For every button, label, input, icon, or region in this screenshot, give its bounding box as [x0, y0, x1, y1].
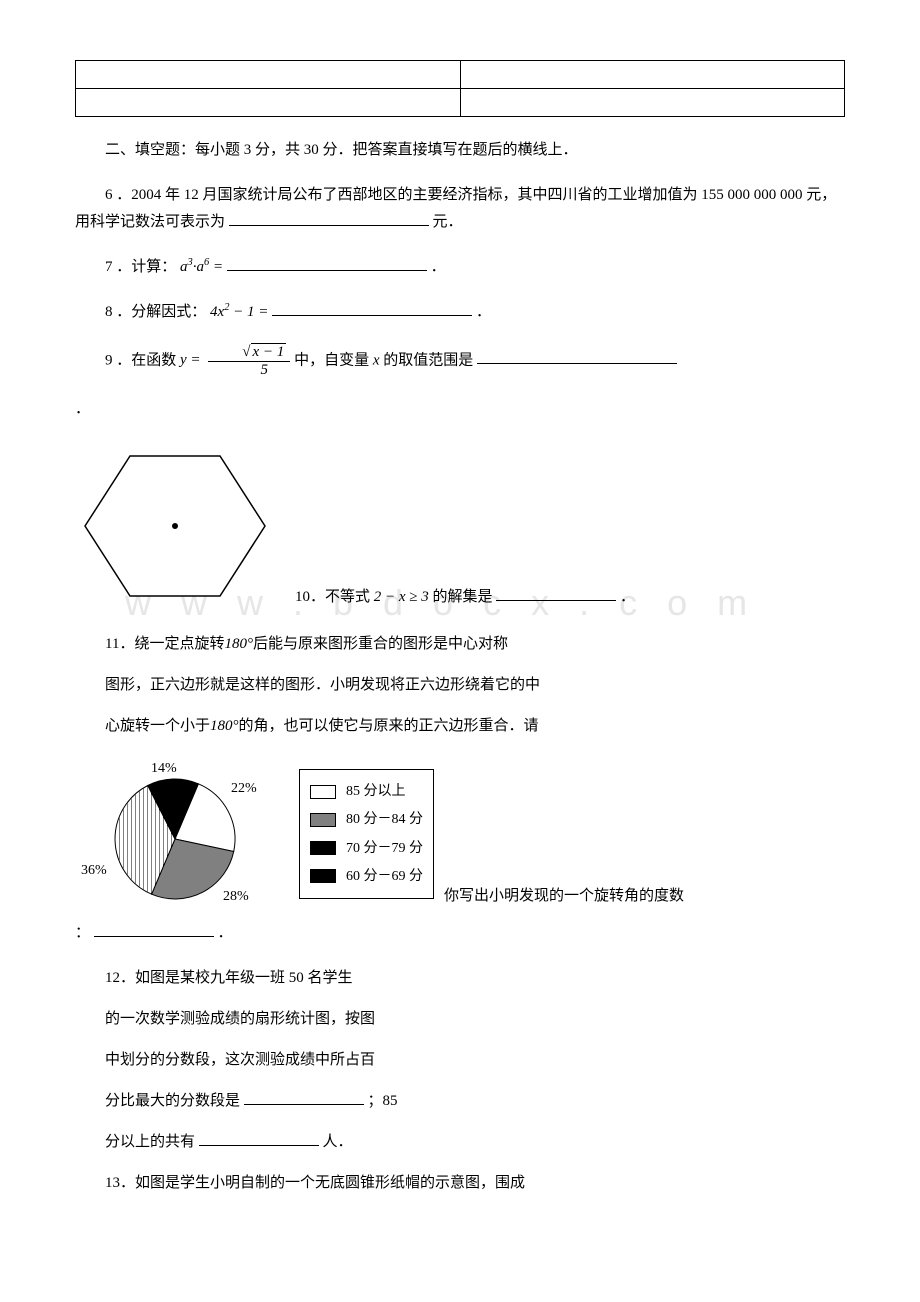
q11-deg180-2: 180° — [210, 718, 239, 734]
q12-blank-2 — [199, 1131, 319, 1146]
q12-l5b: 人． — [323, 1134, 353, 1150]
q11-line5: ： ． — [75, 920, 845, 947]
q6-blank — [229, 211, 429, 226]
pie-with-labels: 14% 22% 36% 28% — [75, 754, 275, 914]
q9-under-sqrt: x − 1 — [251, 343, 287, 360]
table-cell — [76, 89, 461, 117]
legend-row-1: 80 分－84 分 — [310, 807, 423, 832]
legend-row-3: 60 分－69 分 — [310, 864, 423, 889]
q9-var-x: x — [373, 352, 380, 368]
empty-table-top — [75, 60, 845, 117]
question-12-line5: 分以上的共有 人． — [75, 1129, 845, 1156]
q12-l5a: 分以上的共有 — [105, 1134, 195, 1150]
q11-line4-after-pie: 你写出小明发现的一个旋转角的度数 — [444, 883, 684, 914]
q10-blank — [496, 586, 616, 601]
pie-legend: 85 分以上 80 分－84 分 70 分－79 分 60 分－69 分 — [299, 769, 434, 899]
table-cell — [460, 89, 845, 117]
question-12-line3: 中划分的分数段，这次测验成绩中所占百 — [75, 1047, 845, 1074]
q7-eq: = — [209, 259, 223, 275]
hexagon-figure — [75, 441, 275, 621]
legend-label-2: 70 分－79 分 — [346, 836, 423, 861]
question-12-line1: 12．如图是某校九年级一班 50 名学生 — [75, 965, 845, 992]
q9-mid: 中，自变量 — [294, 352, 369, 368]
question-8: 8 ．分解因式： 4x2 − 1 = ． — [75, 299, 845, 326]
question-10: 10．不等式 2 − x ≥ 3 的解集是 ． — [295, 584, 635, 621]
legend-swatch-2 — [310, 841, 336, 855]
q8-blank — [272, 301, 472, 316]
pie-chart-block: 14% 22% 36% 28% 85 分以上 80 分－84 分 70 分－79… — [75, 754, 434, 914]
q7-a2: a — [197, 259, 205, 275]
pie-label-22: 22% — [231, 776, 257, 801]
legend-row-2: 70 分－79 分 — [310, 836, 423, 861]
table-row — [76, 89, 845, 117]
question-12-line2: 的一次数学测验成绩的扇形统计图，按图 — [75, 1006, 845, 1033]
q6-text-suffix: 元． — [433, 214, 463, 230]
legend-swatch-0 — [310, 785, 336, 799]
q11-l1b: 后能与原来图形重合的图形是中心对称 — [253, 636, 508, 652]
legend-swatch-1 — [310, 813, 336, 827]
q11-suffix: ． — [218, 925, 233, 941]
pie-chart-row: 14% 22% 36% 28% 85 分以上 80 分－84 分 70 分－79… — [75, 754, 845, 914]
q11-l1a: 11．绕一定点旋转 — [105, 636, 224, 652]
q10-prefix: 10．不等式 — [295, 589, 370, 605]
q7-prefix: 7 ．计算： — [105, 259, 176, 275]
q9-suffix-line: ． — [75, 396, 845, 423]
q9-suffix: ． — [75, 401, 90, 417]
hexagon-center-dot — [172, 523, 178, 529]
section-2-intro: 二、填空题：每小题 3 分，共 30 分．把答案直接填写在题后的横线上． — [75, 137, 845, 164]
hexagon-row: 10．不等式 2 − x ≥ 3 的解集是 ． — [75, 441, 845, 621]
q11-deg180-1: 180° — [224, 636, 253, 652]
q9-numerator: √x − 1 — [208, 344, 290, 362]
table-cell — [76, 61, 461, 89]
q12-blank-1 — [244, 1090, 364, 1105]
q9-sqrt-symbol: √ — [242, 344, 250, 360]
q7-suffix: ． — [431, 259, 446, 275]
question-11-line3: 心旋转一个小于180°的角，也可以使它与原来的正六边形重合．请 — [75, 713, 845, 740]
q9-y-eq: y = — [180, 352, 201, 368]
legend-label-3: 60 分－69 分 — [346, 864, 423, 889]
q10-after: 的解集是 — [433, 589, 493, 605]
hexagon-q10-block: w w w . b d o c x . c o m 10．不等式 2 − x ≥… — [75, 441, 845, 621]
table-row — [76, 61, 845, 89]
q10-suffix: ． — [620, 589, 635, 605]
question-9: 9 ．在函数 y = √x − 1 5 中，自变量 x 的取值范围是 — [75, 344, 845, 378]
q11-l3b: 的角，也可以使它与原来的正六边形重合．请 — [239, 718, 539, 734]
q11-colon: ： — [75, 925, 90, 941]
hexagon-svg — [75, 441, 275, 611]
legend-row-0: 85 分以上 — [310, 779, 423, 804]
q8-4x: 4x — [210, 304, 224, 320]
table-cell — [460, 61, 845, 89]
pie-label-14: 14% — [151, 756, 177, 781]
q8-suffix: ． — [476, 304, 491, 320]
pie-group — [115, 779, 235, 899]
q8-expr: 4x2 − 1 = — [210, 304, 272, 320]
q9-prefix: 9 ．在函数 — [105, 352, 176, 368]
q9-after: 的取值范围是 — [383, 352, 473, 368]
pie-label-36: 36% — [81, 858, 107, 883]
q7-a1: a — [180, 259, 188, 275]
question-6: 6 ．2004 年 12 月国家统计局公布了西部地区的主要经济指标，其中四川省的… — [75, 182, 845, 236]
q12-l4b: ；85 — [368, 1093, 398, 1109]
q8-prefix: 8 ．分解因式： — [105, 304, 206, 320]
question-12-line4: 分比最大的分数段是 ；85 — [75, 1088, 845, 1115]
question-13: 13．如图是学生小明自制的一个无底圆锥形纸帽的示意图，围成 — [75, 1170, 845, 1197]
q10-expr: 2 − x ≥ 3 — [374, 589, 429, 605]
q9-blank — [477, 349, 677, 364]
legend-swatch-3 — [310, 869, 336, 883]
legend-label-0: 85 分以上 — [346, 779, 406, 804]
q12-l4a: 分比最大的分数段是 — [105, 1093, 240, 1109]
q9-denominator: 5 — [208, 362, 290, 379]
q7-blank — [227, 256, 427, 271]
q11-blank — [94, 922, 214, 937]
question-11-line2: 图形，正六边形就是这样的图形．小明发现将正六边形绕着它的中 — [75, 672, 845, 699]
question-7: 7 ．计算： a3·a6 = ． — [75, 254, 845, 281]
pie-label-28: 28% — [223, 884, 249, 909]
q9-fraction: √x − 1 5 — [208, 344, 290, 378]
q8-rest: − 1 = — [229, 304, 268, 320]
question-11-line1: 11．绕一定点旋转180°后能与原来图形重合的图形是中心对称 — [75, 631, 845, 658]
q11-l3a: 心旋转一个小于 — [105, 718, 210, 734]
legend-label-1: 80 分－84 分 — [346, 807, 423, 832]
q7-expr: a3·a6 = — [180, 259, 227, 275]
